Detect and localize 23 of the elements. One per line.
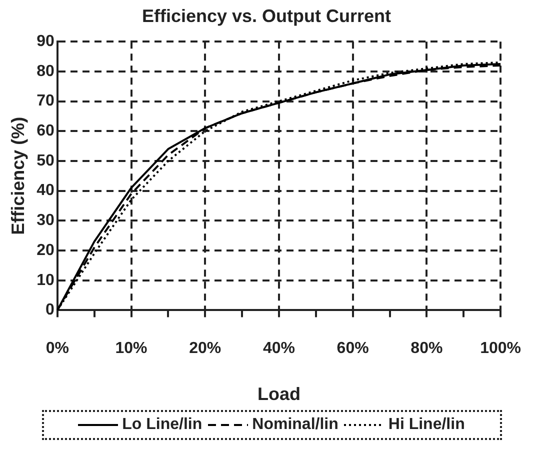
y-tick-label: 70 — [36, 92, 54, 110]
x-tick-label: 40% — [262, 340, 295, 358]
y-tick-label: 20 — [36, 242, 54, 259]
legend-label: Nominal/lin — [252, 416, 338, 434]
chart-title: Efficiency vs. Output Current — [142, 6, 392, 26]
y-tick-label: 80 — [36, 62, 54, 80]
y-tick-label: 40 — [36, 182, 54, 200]
y-tick-label: 60 — [36, 122, 54, 140]
x-tick-label: 60% — [336, 340, 369, 358]
x-axis-title: Load — [257, 384, 300, 404]
x-tick-label: 20% — [189, 340, 222, 358]
y-tick-label: 30 — [36, 212, 54, 230]
y-axis-title: Efficiency (%) — [8, 116, 28, 235]
x-tick-label: 0% — [46, 340, 69, 358]
y-tick-label: 0 — [45, 302, 54, 319]
y-tick-label: 90 — [36, 33, 54, 50]
legend-label: Lo Line/lin — [122, 416, 202, 434]
x-tick-label: 80% — [410, 340, 443, 358]
y-tick-label: 10 — [36, 272, 54, 289]
x-tick-label: 10% — [115, 340, 148, 358]
y-tick-label: 50 — [36, 152, 54, 170]
x-tick-label: 100% — [480, 340, 521, 358]
legend-label: Hi Line/lin — [388, 416, 465, 434]
